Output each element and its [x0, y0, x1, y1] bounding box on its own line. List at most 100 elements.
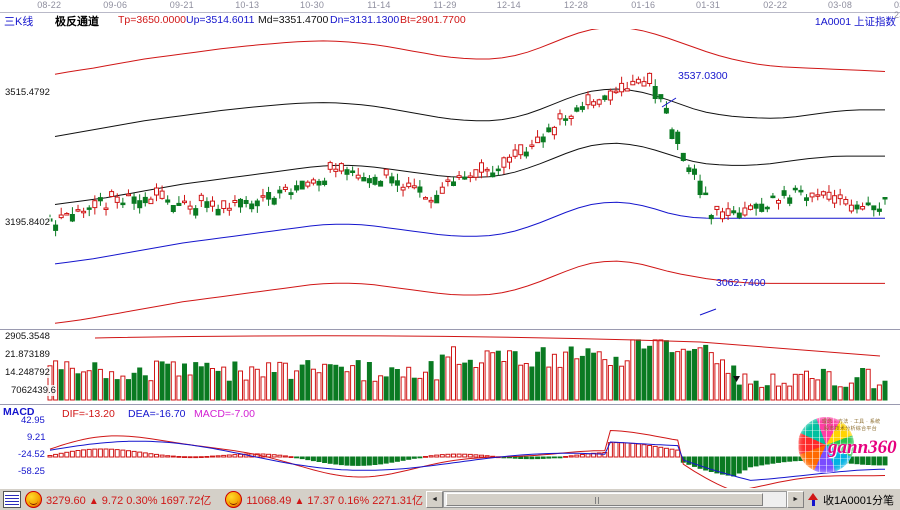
- volume-chart-svg: [47, 335, 888, 401]
- volume-bar: [602, 359, 608, 401]
- volume-bar: [607, 365, 613, 401]
- macd-histogram-bar: [187, 456, 193, 459]
- macd-histogram-bar: [635, 443, 641, 458]
- volume-axis-label-4: 7062439.6: [10, 385, 57, 396]
- candlestick: [630, 80, 636, 86]
- channel-param-tp: Tp=3650.0000: [118, 14, 187, 26]
- macd-histogram-bar: [69, 450, 75, 458]
- candlestick: [170, 205, 176, 212]
- macd-histogram-bar: [546, 456, 552, 459]
- volume-bar: [366, 362, 372, 401]
- macd-histogram-bar: [361, 456, 367, 466]
- macd-macd-value: MACD=-7.00: [194, 408, 255, 420]
- volume-bar: [249, 366, 255, 401]
- scroll-right-button[interactable]: ►: [787, 491, 805, 508]
- macd-histogram-bar: [720, 456, 725, 475]
- candlestick: [69, 214, 75, 222]
- macd-histogram-bar: [411, 456, 417, 459]
- volume-bar: [652, 339, 658, 401]
- candlestick: [271, 197, 277, 205]
- volume-bar: [109, 371, 115, 401]
- macd-histogram-bar: [479, 454, 484, 458]
- scrollbar-trough[interactable]: [443, 491, 788, 508]
- macd-histogram-bar: [316, 456, 322, 462]
- candlestick: [535, 136, 541, 144]
- candlestick: [579, 106, 585, 110]
- candlestick: [327, 162, 333, 170]
- scroll-left-button[interactable]: ◄: [426, 491, 444, 508]
- macd-histogram-bar: [120, 449, 126, 458]
- macd-histogram-bar: [277, 454, 283, 458]
- macd-histogram-bar: [64, 451, 70, 458]
- volume-bar: [568, 346, 574, 401]
- volume-bar: [753, 380, 759, 401]
- volume-bar: [708, 352, 714, 401]
- volume-bar: [529, 366, 535, 401]
- grid-view-icon[interactable]: [3, 491, 21, 508]
- candlestick: [148, 198, 154, 205]
- trough-leader-line: [699, 308, 717, 316]
- macd-histogram-bar: [736, 456, 742, 474]
- macd-histogram-bar: [154, 453, 159, 458]
- macd-histogram-bar: [81, 449, 87, 458]
- quote2-arrow: ▲: [294, 495, 305, 507]
- date-tick: 03-08: [828, 0, 853, 10]
- volume-chart-panel[interactable]: [0, 330, 900, 405]
- macd-histogram-bar: [148, 453, 154, 458]
- macd-histogram-bar: [126, 450, 131, 458]
- candlestick: [720, 211, 725, 220]
- candlestick: [596, 99, 602, 105]
- candlestick: [602, 95, 608, 101]
- scrollbar-thumb[interactable]: [446, 493, 763, 506]
- price-chart-panel[interactable]: [0, 29, 900, 330]
- gann360-logo: 理念 · 方法 · 工具 · 系统 股市技术分析综合平台 gann360: [798, 415, 897, 477]
- index-quote-1: 3279.60 ▲ 9.72 0.30% 1697.72亿: [46, 492, 211, 508]
- volume-bar: [456, 363, 462, 401]
- macd-dif-value: DIF=-13.20: [62, 408, 115, 420]
- volume-bar: [518, 364, 524, 401]
- volume-marker-triangle: [733, 376, 740, 382]
- macd-histogram-bar: [652, 445, 658, 458]
- volume-bar: [669, 352, 675, 401]
- macd-histogram-bar: [697, 456, 703, 469]
- volume-bar: [815, 379, 821, 401]
- candlestick: [238, 198, 243, 208]
- volume-bar: [58, 369, 64, 401]
- candlestick: [479, 162, 484, 173]
- candlestick: [490, 172, 496, 178]
- volume-bar: [714, 363, 720, 401]
- candlestick: [243, 200, 249, 204]
- macd-histogram-bar: [641, 444, 647, 458]
- macd-histogram-bar: [624, 442, 630, 458]
- candlestick: [876, 208, 882, 212]
- volume-bar: [748, 383, 753, 401]
- volume-bar: [137, 367, 143, 401]
- volume-bar: [776, 385, 781, 401]
- candlestick: [372, 176, 378, 185]
- macd-histogram-bar: [333, 456, 339, 465]
- candlestick: [473, 169, 479, 178]
- horizontal-scrollbar[interactable]: ◄ ►: [426, 491, 805, 508]
- candlestick: [109, 191, 115, 198]
- candlestick: [434, 194, 440, 204]
- candlestick: [137, 200, 143, 209]
- macd-chart-panel[interactable]: [0, 405, 900, 489]
- volume-bar: [647, 345, 653, 401]
- status-task[interactable]: 收1A0001分笔: [807, 492, 900, 508]
- date-tick: 01-31: [696, 0, 721, 10]
- volume-bar: [613, 356, 619, 401]
- macd-histogram-bar: [854, 456, 860, 465]
- channel-indicator-name: 极反通道: [55, 16, 99, 28]
- volume-bar: [75, 373, 81, 401]
- candlestick: [142, 196, 148, 204]
- price-axis-label-2: 3195.8402: [4, 217, 51, 228]
- candlestick: [546, 127, 552, 133]
- candlestick: [792, 187, 798, 191]
- volume-bar: [187, 374, 193, 401]
- candlestick: [495, 168, 501, 172]
- volume-bar: [215, 370, 221, 401]
- volume-ma-line: [94, 335, 881, 357]
- candlestick: [232, 200, 238, 203]
- volume-bar: [182, 363, 187, 401]
- volume-bar: [114, 379, 120, 401]
